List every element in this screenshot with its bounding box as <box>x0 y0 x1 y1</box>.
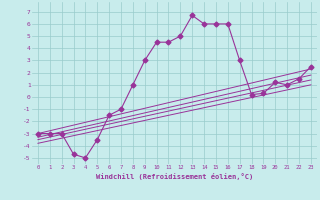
X-axis label: Windchill (Refroidissement éolien,°C): Windchill (Refroidissement éolien,°C) <box>96 173 253 180</box>
